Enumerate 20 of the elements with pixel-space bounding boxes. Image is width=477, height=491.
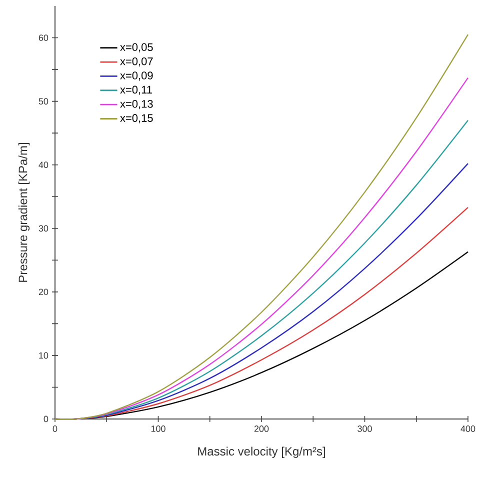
y-tick-label: 30 (38, 225, 48, 232)
y-tick-label: 0 (44, 416, 48, 422)
legend-label: x=0,05 (120, 43, 153, 52)
x-tick-label: 400 (460, 426, 476, 432)
legend-label: x=0,13 (120, 100, 153, 110)
y-tick-label: 40 (38, 162, 48, 168)
y-tick-label: 50 (38, 98, 48, 105)
legend-label: x=0,07 (120, 57, 153, 67)
x-tick-label: 200 (254, 426, 269, 432)
x-tick-label: 300 (358, 426, 372, 432)
legend-label: x=0,11 (120, 86, 152, 95)
y-axis-title: Pressure gradient [KPa/m] (18, 143, 30, 282)
legend-label: x=0,15 (120, 114, 153, 124)
legend-label: x=0,09 (120, 72, 153, 81)
x-tick-label: 0 (52, 426, 58, 432)
x-tick-label: 100 (151, 426, 166, 432)
y-tick-label: 20 (38, 288, 48, 296)
y-tick-label: 60 (38, 34, 48, 41)
y-tick-label: 10 (39, 352, 48, 359)
x-axis-title: Massic velocity [Kg/m²s] (198, 446, 325, 458)
